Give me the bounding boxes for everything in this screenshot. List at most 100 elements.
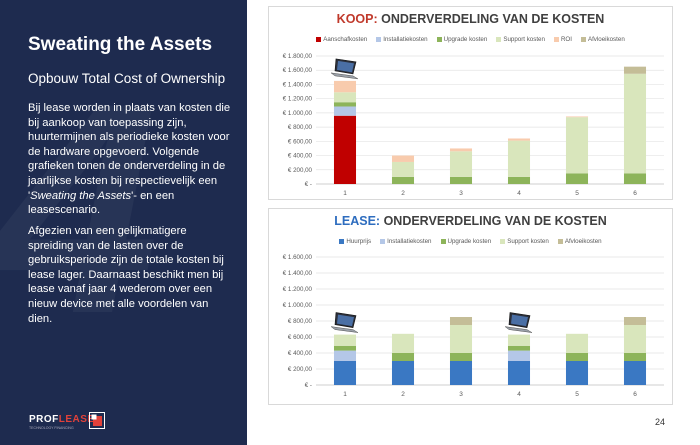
lease-chart-panel: LEASE: ONDERVERDELING VAN DE KOSTEN Huur…: [268, 208, 673, 405]
koop-bar-upgrade-kosten-3: [449, 176, 473, 184]
lease-laptop-icon: [330, 312, 359, 333]
koop-chart-title: KOOP: ONDERVERDELING VAN DE KOSTEN: [269, 12, 672, 26]
koop-ytick-label: € 1.000,00: [283, 110, 313, 117]
lease-legend-label: Support kosten: [507, 238, 549, 245]
slide-subtitle: Opbouw Total Cost of Ownership: [28, 71, 226, 86]
koop-xtick-label: 3: [459, 190, 463, 197]
lease-bar-installatiekosten-4: [507, 350, 531, 361]
lease-ytick-label: € 1.200,00: [283, 286, 313, 293]
lease-legend-item: Installatiekosten: [380, 238, 432, 245]
koop-legend-swatch: [496, 37, 502, 42]
paragraph-intro-emphasis: Sweating the Assets: [30, 189, 132, 202]
koop-bar-support-kosten-6: [623, 73, 647, 174]
koop-legend-label: Upgrade kosten: [443, 36, 488, 43]
koop-legend-item: Afvloeikosten: [580, 36, 625, 43]
page-number: 24: [655, 417, 666, 427]
lease-bar-support-kosten-3: [449, 325, 473, 353]
koop-xtick-label: 2: [401, 190, 405, 197]
koop-bar-upgrade-kosten-2: [391, 176, 415, 184]
koop-bar-aanschafkosten-1: [333, 115, 357, 184]
koop-legend-label: Support kosten: [503, 36, 545, 43]
lease-ytick-label: € 1.000,00: [283, 302, 313, 309]
koop-legend-label: ROI: [560, 36, 572, 43]
koop-legend-swatch: [376, 37, 382, 42]
lease-bar-huurprijs-6: [623, 361, 647, 385]
koop-bar-support-kosten-5: [565, 117, 589, 174]
koop-bar-support-kosten-4: [507, 140, 531, 177]
lease-legend-label: Afvloeikosten: [564, 238, 602, 245]
lease-bar-huurprijs-1: [333, 361, 357, 385]
lease-xtick-label: 5: [575, 391, 579, 398]
koop-ytick-label: € 1.800,00: [283, 53, 313, 60]
lease-ytick-label: € 1.600,00: [283, 254, 313, 261]
lease-bar-support-kosten-5: [565, 333, 589, 353]
lease-bar-huurprijs-2: [391, 361, 415, 385]
lease-xtick-label: 3: [459, 391, 463, 398]
koop-bar-afvloeikosten-6: [623, 66, 647, 74]
slide-title: Sweating the Assets: [28, 34, 213, 55]
lease-legend-swatch: [339, 239, 345, 244]
lease-bar-huurprijs-3: [449, 361, 473, 385]
lease-bar-afvloeikosten-3: [449, 317, 473, 325]
lease-legend-label: Upgrade kosten: [447, 238, 492, 245]
lease-legend-label: Huurprijs: [346, 238, 372, 245]
lease-legend-item: Huurprijs: [339, 238, 371, 245]
lease-ytick-label: € 800,00: [288, 318, 313, 325]
paragraph-conclusion: Afgezien van een gelijkmatigere spreidin…: [28, 225, 224, 325]
koop-legend-swatch: [553, 37, 559, 42]
lease-legend-swatch: [380, 239, 386, 244]
koop-bar-roi-2: [391, 155, 415, 162]
koop-title-rest: ONDERVERDELING VAN DE KOSTEN: [377, 12, 605, 26]
lease-title-rest: ONDERVERDELING VAN DE KOSTEN: [380, 214, 607, 228]
koop-chart-panel: KOOP: ONDERVERDELING VAN DE KOSTEN Aansc…: [268, 6, 673, 200]
lease-bar-huurprijs-5: [565, 361, 589, 385]
koop-xtick-label: 5: [575, 190, 579, 197]
koop-title-accent: KOOP:: [336, 12, 378, 26]
lease-legend-swatch: [440, 239, 446, 244]
lease-xtick-label: 2: [401, 391, 405, 398]
koop-legend-item: Installatiekosten: [376, 36, 428, 43]
koop-xtick-label: 6: [633, 190, 637, 197]
lease-legend-swatch: [557, 239, 563, 244]
koop-bar-support-kosten-2: [391, 161, 415, 177]
koop-legend-item: ROI: [553, 36, 572, 43]
lease-bar-upgrade-kosten-2: [391, 353, 415, 361]
lease-chart: € - € 200,00 € 400,00 € 600,00 € 800,00 € 1.0…: [283, 254, 664, 398]
lease-legend-item: Afvloeikosten: [557, 238, 602, 245]
logo-wordmark: PROFLEASE: [29, 414, 95, 425]
koop-ytick-label: € 1.400,00: [283, 81, 313, 88]
lease-bar-support-kosten-1: [333, 334, 357, 346]
lease-bar-support-kosten-2: [391, 333, 415, 353]
koop-bar-roi-4: [507, 138, 531, 141]
koop-legend-label: Installatiekosten: [383, 36, 428, 43]
lease-bar-upgrade-kosten-4: [507, 345, 531, 351]
lease-ytick-label: € 600,00: [288, 334, 313, 341]
paragraph-intro: Bij lease worden in plaats van kosten di…: [28, 101, 233, 218]
lease-bar-support-kosten-4: [507, 334, 531, 346]
lease-ytick-label: € -: [305, 382, 312, 389]
lease-bar-afvloeikosten-6: [623, 317, 647, 325]
paragraph-intro-start: Bij lease worden in plaats van kosten di…: [28, 102, 231, 202]
lease-xtick-label: 4: [517, 391, 521, 398]
lease-ytick-label: € 1.400,00: [283, 270, 313, 277]
lease-bar-upgrade-kosten-5: [565, 353, 589, 361]
lease-legend-swatch: [500, 239, 506, 244]
logo-mark-icon: [89, 412, 105, 429]
koop-bar-roi-3: [449, 148, 473, 152]
lease-bar-upgrade-kosten-6: [623, 353, 647, 361]
koop-laptop-icon: [330, 58, 359, 80]
lease-ytick-label: € 400,00: [288, 350, 313, 357]
logo-tagline: TECHNOLOGY FINANCING: [29, 426, 74, 430]
lease-xtick-label: 6: [633, 391, 637, 398]
koop-legend-swatch: [580, 37, 586, 42]
koop-chart: € - € 200,00 € 400,00 € 600,00 € 800,00 € 1.0…: [283, 53, 664, 197]
koop-bar-upgrade-kosten-6: [623, 173, 647, 184]
lease-laptop-icon: [504, 312, 533, 333]
logo-word-lease: LEASE: [58, 414, 95, 425]
koop-ytick-label: € 400,00: [288, 153, 313, 160]
koop-bar-roi-1: [333, 80, 357, 93]
koop-bar-upgrade-kosten-1: [333, 102, 357, 107]
background-number: 4: [0, 58, 159, 358]
lease-bar-support-kosten-6: [623, 325, 647, 353]
koop-bar-upgrade-kosten-4: [507, 176, 531, 184]
